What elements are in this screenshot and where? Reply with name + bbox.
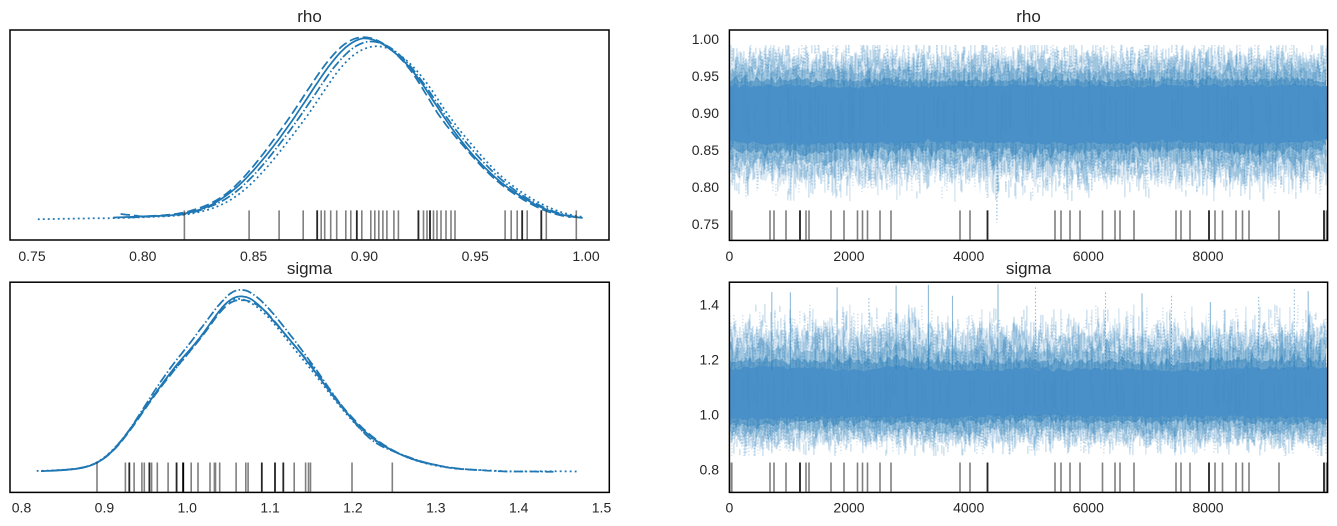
svg-text:rho: rho <box>1016 7 1041 26</box>
svg-text:0.75: 0.75 <box>18 248 45 264</box>
svg-text:0.90: 0.90 <box>351 248 378 264</box>
svg-text:0.80: 0.80 <box>129 248 156 264</box>
svg-text:0: 0 <box>726 248 734 264</box>
svg-text:sigma: sigma <box>1006 259 1052 278</box>
svg-text:1.4: 1.4 <box>700 296 720 312</box>
svg-text:6000: 6000 <box>1073 500 1104 516</box>
svg-text:0.8: 0.8 <box>700 462 720 478</box>
svg-text:0.90: 0.90 <box>692 105 719 121</box>
svg-text:4000: 4000 <box>953 500 984 516</box>
svg-text:4000: 4000 <box>953 248 984 264</box>
svg-text:1.0: 1.0 <box>700 407 720 423</box>
svg-text:2000: 2000 <box>833 248 864 264</box>
svg-text:8000: 8000 <box>1192 248 1223 264</box>
svg-text:1.0: 1.0 <box>177 500 197 516</box>
svg-text:1.2: 1.2 <box>343 500 363 516</box>
svg-text:1.1: 1.1 <box>260 500 280 516</box>
svg-text:1.2: 1.2 <box>700 352 720 368</box>
svg-text:0: 0 <box>726 500 734 516</box>
svg-text:1.4: 1.4 <box>509 500 529 516</box>
svg-text:0.8: 0.8 <box>12 500 32 516</box>
svg-text:6000: 6000 <box>1073 248 1104 264</box>
svg-text:sigma: sigma <box>287 259 333 278</box>
svg-text:2000: 2000 <box>833 500 864 516</box>
svg-text:0.85: 0.85 <box>692 142 719 158</box>
svg-text:8000: 8000 <box>1192 500 1223 516</box>
svg-text:1.00: 1.00 <box>692 31 719 47</box>
svg-text:0.95: 0.95 <box>462 248 489 264</box>
svg-text:1.3: 1.3 <box>426 500 446 516</box>
svg-text:0.85: 0.85 <box>240 248 267 264</box>
svg-text:rho: rho <box>297 7 322 26</box>
svg-text:0.80: 0.80 <box>692 179 719 195</box>
svg-text:0.9: 0.9 <box>95 500 115 516</box>
svg-text:0.75: 0.75 <box>692 216 719 232</box>
svg-text:1.5: 1.5 <box>592 500 612 516</box>
svg-text:1.00: 1.00 <box>572 248 599 264</box>
svg-text:0.95: 0.95 <box>692 68 719 84</box>
